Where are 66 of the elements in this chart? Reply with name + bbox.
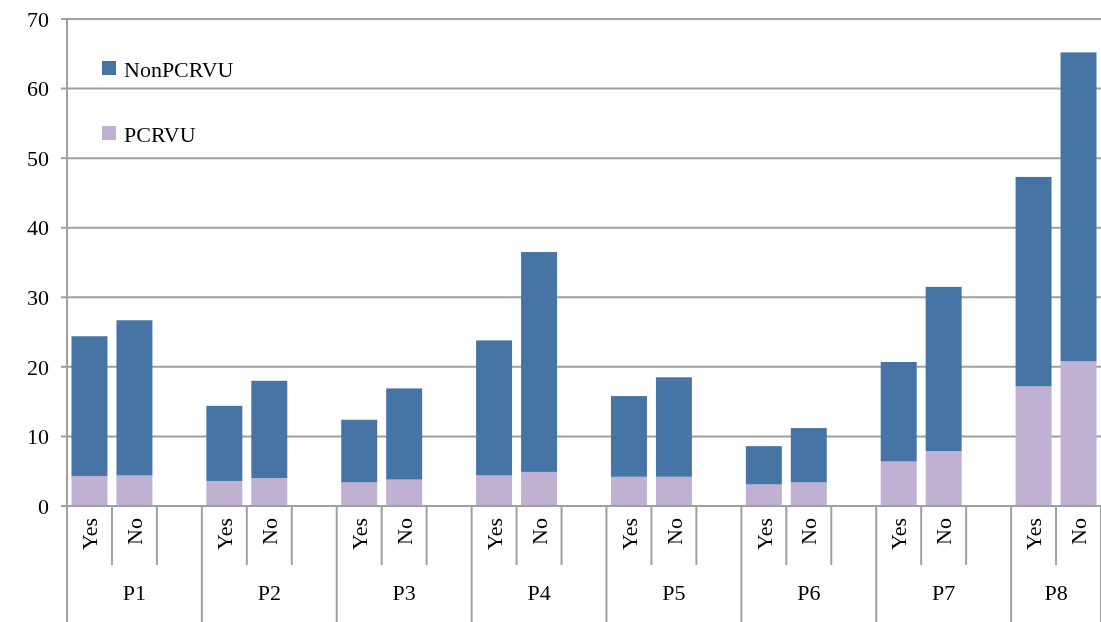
y-tick-label: 70 bbox=[27, 6, 49, 32]
bar bbox=[880, 361, 917, 462]
bar bbox=[925, 451, 962, 506]
bar bbox=[1060, 361, 1097, 506]
legend-label: PCRVU bbox=[124, 121, 196, 147]
text: P1 bbox=[122, 580, 147, 605]
bar bbox=[610, 476, 647, 506]
text: P3 bbox=[392, 580, 416, 605]
bar bbox=[790, 482, 827, 506]
bar bbox=[251, 478, 288, 506]
bar bbox=[1060, 52, 1097, 362]
x-tick-label: Yes bbox=[616, 518, 642, 551]
bar bbox=[521, 471, 558, 506]
x-tick-label: No bbox=[661, 518, 687, 545]
x-tick-label: Yes bbox=[886, 518, 912, 551]
bar bbox=[341, 419, 378, 483]
bar bbox=[116, 475, 153, 506]
y-tick-label: 0 bbox=[38, 493, 49, 519]
bar bbox=[745, 484, 782, 506]
x-tick-label: No bbox=[391, 518, 417, 545]
bar bbox=[1015, 386, 1052, 506]
y-tick-label: 20 bbox=[27, 354, 49, 380]
bar bbox=[341, 482, 378, 506]
bar bbox=[880, 461, 917, 506]
x-tick-label: No bbox=[796, 518, 822, 545]
bar bbox=[71, 476, 108, 506]
x-tick-label: Yes bbox=[751, 518, 777, 551]
y-tick-label: 60 bbox=[27, 76, 49, 102]
y-tick-label: 40 bbox=[27, 215, 49, 241]
bar bbox=[386, 479, 423, 506]
x-tick-label: No bbox=[1066, 518, 1092, 545]
x-tick-label: No bbox=[122, 518, 148, 545]
y-tick-label: 30 bbox=[27, 284, 49, 310]
x-tick-label: No bbox=[526, 518, 552, 545]
x-tick-label: Yes bbox=[346, 518, 372, 551]
text: P5 bbox=[662, 580, 686, 605]
bar bbox=[476, 340, 513, 476]
bar bbox=[745, 446, 782, 485]
bar bbox=[1015, 176, 1052, 387]
text: P4 bbox=[527, 580, 551, 605]
text: P7 bbox=[932, 580, 956, 605]
bar bbox=[206, 405, 243, 481]
bar bbox=[476, 475, 513, 506]
text: P2 bbox=[257, 580, 281, 605]
x-tick-label: No bbox=[257, 518, 282, 545]
bar bbox=[925, 286, 962, 452]
x-tick-label: Yes bbox=[1021, 518, 1047, 551]
text: P8 bbox=[1044, 580, 1068, 605]
bar bbox=[251, 380, 288, 479]
bar bbox=[71, 336, 108, 477]
text: P6 bbox=[797, 580, 821, 605]
bar bbox=[655, 377, 692, 477]
bar bbox=[116, 320, 153, 476]
bar bbox=[521, 252, 558, 472]
bar bbox=[386, 388, 423, 480]
legend-label: NonPCRVU bbox=[124, 56, 234, 82]
x-tick-label: Yes bbox=[212, 518, 238, 551]
x-tick-label: Yes bbox=[77, 518, 103, 551]
x-tick-label: No bbox=[931, 518, 957, 545]
x-tick-label: Yes bbox=[481, 518, 507, 551]
y-tick-label: 10 bbox=[27, 424, 49, 450]
bar bbox=[655, 476, 692, 506]
bar bbox=[790, 428, 827, 483]
y-tick-label: 50 bbox=[27, 145, 49, 171]
bar bbox=[206, 480, 243, 506]
bar bbox=[610, 396, 647, 477]
